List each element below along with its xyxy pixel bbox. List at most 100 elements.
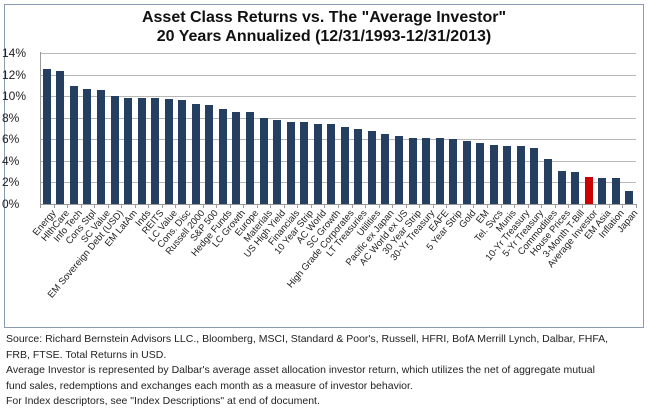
gridline [40,96,636,97]
bar [557,170,566,204]
x-tick [595,204,596,208]
x-tick [582,204,583,208]
x-tick [338,204,339,208]
x-tick [230,204,231,208]
x-tick [243,204,244,208]
bar [476,142,485,204]
footnote-line: FRB, FTSE. Total Returns in USD. [6,348,167,361]
bar [367,130,376,204]
bar [42,69,51,204]
bar [340,127,349,204]
bar [435,138,444,204]
bar [422,138,431,204]
y-tick-label: 2% [2,175,20,189]
bar [245,112,254,204]
bar [178,100,187,204]
x-tick [40,204,41,208]
x-tick [270,204,271,208]
y-tick-label: 0% [2,197,20,211]
bar [164,99,173,204]
chart-title-line1: Asset Class Returns vs. The "Average Inv… [141,9,507,26]
x-tick [257,204,258,208]
footnote-line: fund sales, redemptions and exchanges ea… [6,379,413,392]
chart-title: Asset Class Returns vs. The "Average Inv… [0,8,648,46]
footnote-line: For Index descriptors, see "Index Descri… [6,395,320,407]
bar [543,158,552,204]
x-tick [135,204,136,208]
x-tick [379,204,380,208]
x-tick [148,204,149,208]
y-tick-label: 6% [2,132,20,146]
x-tick [622,204,623,208]
x-tick [473,204,474,208]
bar [137,98,146,204]
x-tick [528,204,529,208]
bar [598,178,607,204]
x-tick [609,204,610,208]
bar [273,119,282,204]
footnote-line: Average Investor is represented by Dalba… [6,364,595,376]
bar [516,145,525,204]
source-footnote: Source: Richard Bernstein Advisors LLC.,… [6,332,642,410]
x-tick [162,204,163,208]
bar [110,96,119,204]
footnote-line: Source: Richard Bernstein Advisors LLC.,… [6,333,609,345]
y-tick-label: 14% [2,46,27,60]
bar [408,138,417,204]
bar [449,139,458,204]
bar [286,122,295,204]
y-tick-label: 4% [2,154,20,168]
gridline [40,118,636,119]
x-tick [216,204,217,208]
bar [259,117,268,204]
x-tick [541,204,542,208]
x-tick [311,204,312,208]
bar [354,128,363,204]
bar [327,124,336,204]
bar [503,145,512,204]
x-tick [392,204,393,208]
x-tick [108,204,109,208]
x-tick [514,204,515,208]
x-tick [121,204,122,208]
x-tick [189,204,190,208]
bar-average-investor [584,177,593,204]
bar [83,88,92,204]
bar [611,178,620,204]
bar [571,171,580,204]
x-tick [352,204,353,208]
x-tick [365,204,366,208]
bar [462,141,471,204]
x-tick [419,204,420,208]
x-tick [67,204,68,208]
x-tick [460,204,461,208]
x-tick [487,204,488,208]
y-axis [40,52,41,204]
bar [300,122,309,204]
bar [124,98,133,204]
bar [381,133,390,204]
x-tick [446,204,447,208]
gridline [40,161,636,162]
y-tick-label: 8% [2,111,20,125]
x-tick [406,204,407,208]
bar [394,136,403,204]
x-tick [284,204,285,208]
y-tick-label: 12% [2,68,27,82]
x-tick [501,204,502,208]
x-tick [433,204,434,208]
x-tick [568,204,569,208]
bar [625,191,634,204]
bar [489,144,498,204]
bar [205,104,214,204]
x-tick [555,204,556,208]
x-tick [297,204,298,208]
x-tick [94,204,95,208]
bar [96,89,105,204]
bar [69,86,78,204]
gridline [40,53,636,54]
y-tick-label: 10% [2,89,27,103]
bar [191,103,200,204]
x-tick [324,204,325,208]
x-tick [175,204,176,208]
